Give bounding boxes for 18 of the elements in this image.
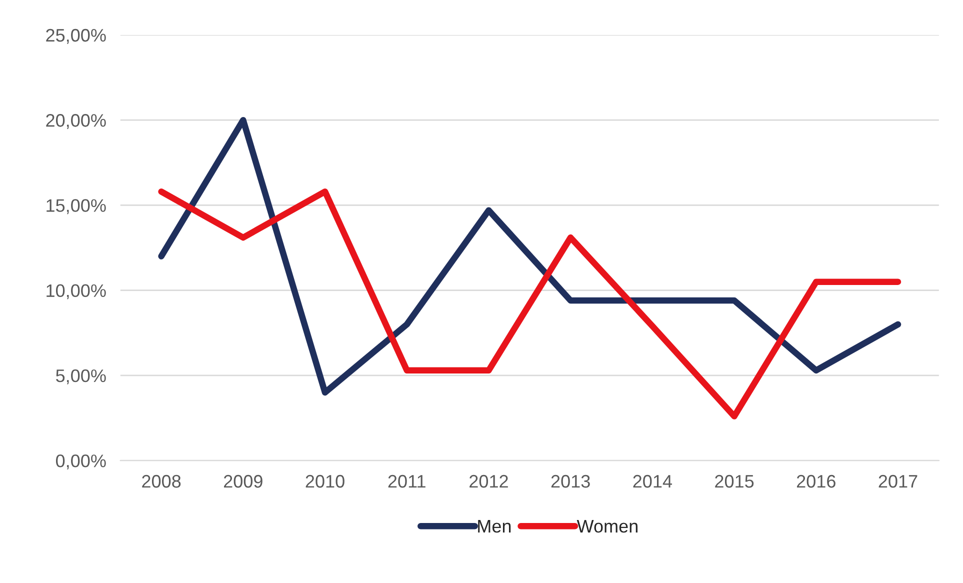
y-tick-label: 10,00% [46,284,106,300]
x-tick-label: 2013 [551,474,590,488]
legend-label: Women [576,520,638,533]
x-tick-label: 2015 [715,474,754,488]
y-tick-label: 20,00% [46,114,106,129]
y-tick-label: 5,00% [56,369,106,384]
x-tick-label: 2008 [142,474,181,488]
y-tick-label: 0,00% [56,454,106,470]
y-tick-label: 25,00% [46,28,106,44]
y-tick-label: 15,00% [46,199,106,214]
x-tick-label: 2016 [796,474,836,488]
x-tick-label: 2012 [470,474,508,488]
x-tick-label: 2017 [878,474,918,488]
legend-label: Men [478,520,511,533]
x-tick-label: 2011 [388,474,426,488]
x-tick-label: 2014 [633,474,672,488]
x-tick-label: 2010 [306,474,344,488]
x-tick-label: 2009 [224,474,262,488]
